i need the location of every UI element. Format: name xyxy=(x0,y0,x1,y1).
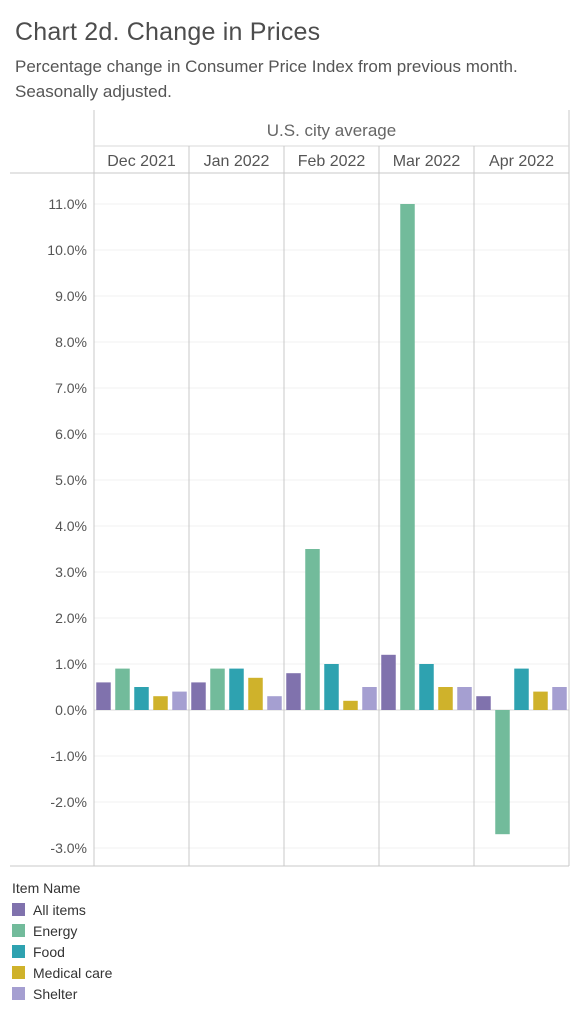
legend-item-all-items[interactable]: All items xyxy=(12,899,112,920)
bar-food xyxy=(229,668,244,710)
bar-medical-care xyxy=(533,691,548,710)
bar-energy xyxy=(400,204,415,710)
y-tick-label: -2.0% xyxy=(50,794,87,810)
category-label: Jan 2022 xyxy=(204,153,270,170)
legend-label: Energy xyxy=(33,922,78,939)
bar-energy xyxy=(210,668,225,710)
bar-food xyxy=(514,668,529,710)
bar-shelter xyxy=(552,687,567,710)
legend-item-food[interactable]: Food xyxy=(12,941,112,962)
bar-all-items xyxy=(191,682,206,710)
y-tick-label: 2.0% xyxy=(55,610,87,626)
legend-title: Item Name xyxy=(12,880,81,896)
legend-item-shelter[interactable]: Shelter xyxy=(12,983,112,1004)
legend-label: Shelter xyxy=(33,985,78,1002)
y-tick-label: 8.0% xyxy=(55,334,87,350)
bar-medical-care xyxy=(248,677,263,710)
y-tick-label: 1.0% xyxy=(55,656,87,672)
category-label: Mar 2022 xyxy=(393,153,461,170)
y-tick-label: -1.0% xyxy=(50,748,87,764)
legend-swatch-food xyxy=(12,945,25,958)
y-tick-label: 6.0% xyxy=(55,426,87,442)
legend-item-energy[interactable]: Energy xyxy=(12,920,112,941)
legend-label: Medical care xyxy=(33,964,113,981)
legend-swatch-medical-care xyxy=(12,966,25,979)
y-tick-label: 0.0% xyxy=(55,702,87,718)
chart-title: Chart 2d. Change in Prices xyxy=(15,18,321,46)
panel-header: U.S. city average xyxy=(267,121,396,140)
y-tick-label: 3.0% xyxy=(55,564,87,580)
bar-all-items xyxy=(381,654,396,710)
bar-all-items xyxy=(96,682,111,710)
chart-area: U.S. city average Dec 2021 Jan 2022 Feb 202… xyxy=(10,110,570,867)
bar-medical-care xyxy=(343,700,358,710)
bar-energy xyxy=(115,668,130,710)
y-tick-label: 9.0% xyxy=(55,288,87,304)
legend-label: Food xyxy=(33,943,65,960)
bar-medical-care xyxy=(153,696,168,710)
y-tick-label: 4.0% xyxy=(55,518,87,534)
category-label: Apr 2022 xyxy=(489,153,554,170)
bar-energy xyxy=(495,710,510,835)
y-tick-label: 5.0% xyxy=(55,472,87,488)
legend-swatch-all-items xyxy=(12,903,25,916)
bar-shelter xyxy=(457,687,472,710)
bar-all-items xyxy=(286,673,301,710)
bar-shelter xyxy=(362,687,377,710)
legend: Item Name All items Energy Food Medical … xyxy=(12,880,112,1004)
bar-shelter xyxy=(172,691,187,710)
y-tick-label: 7.0% xyxy=(55,380,87,396)
bar-food xyxy=(324,664,339,710)
y-tick-label: 10.0% xyxy=(47,242,87,258)
y-tick-label: 11.0% xyxy=(48,196,87,212)
bar-food xyxy=(419,664,434,710)
bar-all-items xyxy=(476,696,491,710)
bar-energy xyxy=(305,549,320,710)
legend-swatch-energy xyxy=(12,924,25,937)
legend-label: All items xyxy=(33,901,86,918)
bar-medical-care xyxy=(438,687,453,710)
y-tick-label: -3.0% xyxy=(50,840,87,856)
bar-food xyxy=(134,687,149,710)
category-label: Feb 2022 xyxy=(298,153,366,170)
legend-swatch-shelter xyxy=(12,987,25,1000)
legend-item-medical-care[interactable]: Medical care xyxy=(12,962,112,983)
bar-shelter xyxy=(267,696,282,710)
category-label: Dec 2021 xyxy=(107,153,176,170)
chart-subtitle: Percentage change in Consumer Price Inde… xyxy=(15,57,518,101)
